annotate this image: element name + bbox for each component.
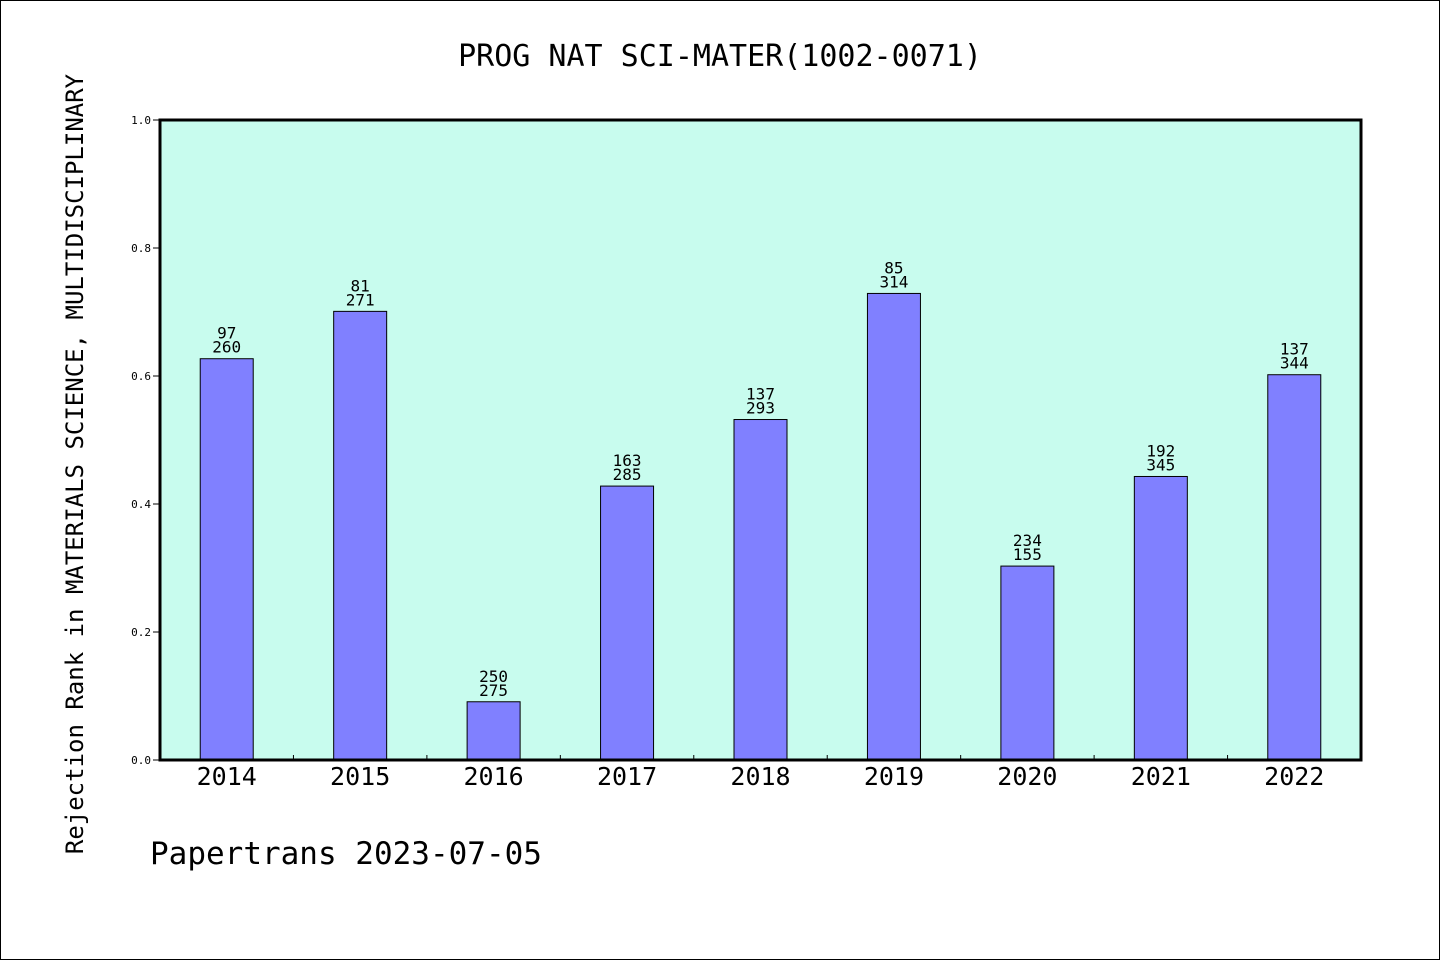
y-tick-label: 0.0 bbox=[131, 754, 151, 767]
footer-text: Papertrans 2023-07-05 bbox=[150, 836, 542, 872]
bar-2022 bbox=[1267, 374, 1322, 761]
data-label-bottom: 271 bbox=[346, 290, 375, 309]
data-label-bottom: 285 bbox=[613, 465, 642, 484]
x-tick-label: 2015 bbox=[330, 762, 390, 791]
data-label-top: 234 bbox=[1013, 531, 1042, 550]
data-label-top: 85 bbox=[884, 258, 903, 277]
data-label-top: 250 bbox=[479, 667, 508, 686]
data-label-top: 163 bbox=[613, 451, 642, 470]
data-label-top: 137 bbox=[1280, 340, 1309, 359]
x-tick-label: 2016 bbox=[464, 762, 524, 791]
x-tick-label: 2021 bbox=[1131, 762, 1191, 791]
x-tick-label: 2017 bbox=[597, 762, 657, 791]
y-tick-label: 0.4 bbox=[131, 498, 151, 511]
x-tick-label: 2020 bbox=[997, 762, 1057, 791]
bar-2015 bbox=[333, 310, 388, 761]
chart-title: PROG NAT SCI-MATER(1002-0071) bbox=[458, 39, 982, 74]
data-label-top: 137 bbox=[746, 385, 775, 404]
bar-2021 bbox=[1133, 475, 1188, 761]
y-tick-label: 0.2 bbox=[131, 626, 151, 639]
x-tick-label: 2019 bbox=[864, 762, 924, 791]
data-label-top: 97 bbox=[217, 324, 236, 343]
axes-group: 2014 2015 2016 2017 2018 2019 2020 2021 2022 0.0 0… bbox=[131, 114, 1324, 791]
data-label-bottom: 293 bbox=[746, 399, 775, 418]
data-label-bottom: 345 bbox=[1146, 455, 1175, 474]
y-tick-label: 1.0 bbox=[131, 114, 151, 127]
data-label-bottom: 155 bbox=[1013, 545, 1042, 564]
data-label-top: 192 bbox=[1146, 441, 1175, 460]
x-tick-label: 2018 bbox=[730, 762, 790, 791]
data-label-bottom: 344 bbox=[1280, 354, 1309, 373]
bar-2016 bbox=[466, 701, 521, 761]
bar-2014 bbox=[199, 358, 254, 761]
data-label-bottom: 275 bbox=[479, 681, 508, 700]
bars-group: 9726081271250275163285137293853142341551… bbox=[199, 258, 1322, 761]
y-axis-label: Rejection Rank in MATERIALS SCIENCE, MUL… bbox=[61, 73, 89, 854]
data-label-bottom: 260 bbox=[212, 338, 241, 357]
data-label-bottom: 314 bbox=[879, 272, 908, 291]
data-label-top: 81 bbox=[351, 276, 370, 295]
bar-2018 bbox=[733, 419, 788, 761]
plot-border bbox=[158, 118, 1363, 762]
x-tick-label: 2014 bbox=[197, 762, 257, 791]
x-tick-label: 2022 bbox=[1264, 762, 1324, 791]
y-tick-label: 0.6 bbox=[131, 370, 151, 383]
y-tick-label: 0.8 bbox=[131, 242, 151, 255]
bar-2019 bbox=[866, 292, 921, 761]
bar-2017 bbox=[600, 485, 655, 761]
bar-2020 bbox=[1000, 565, 1055, 761]
